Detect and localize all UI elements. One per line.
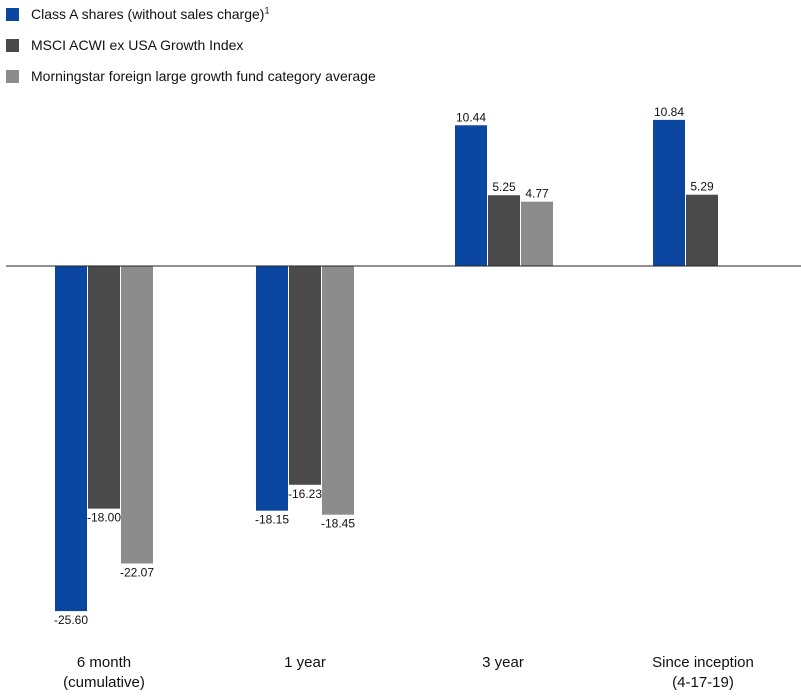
bar-value-label: -22.07	[120, 566, 154, 580]
bar-value-label: -18.00	[87, 511, 121, 525]
bar-value-label: -18.15	[255, 513, 289, 527]
category-label: 6 month	[77, 654, 131, 671]
bar	[55, 266, 87, 612]
bar	[289, 266, 321, 485]
bar	[88, 266, 120, 509]
legend-item-msci-index: MSCI ACWI ex USA Growth Index	[6, 37, 376, 54]
bar	[653, 119, 685, 266]
bar-value-label: -18.45	[321, 517, 355, 531]
footnote-marker: 1	[264, 5, 270, 16]
category-label: 3 year	[482, 654, 524, 671]
legend: Class A shares (without sales charge)1 M…	[6, 6, 376, 99]
bar	[521, 201, 553, 266]
category-label: Since inception	[652, 654, 754, 671]
legend-item-class-a: Class A shares (without sales charge)1	[6, 6, 376, 23]
bar	[455, 125, 487, 266]
bar-value-label: -16.23	[288, 487, 322, 501]
category-label: (4-17-19)	[672, 674, 734, 691]
legend-swatch-class-a	[6, 8, 19, 21]
legend-label-morningstar-average: Morningstar foreign large growth fund ca…	[31, 68, 376, 84]
bar-value-label: 4.77	[525, 187, 549, 201]
bar-value-label: 5.25	[492, 180, 516, 194]
bar-value-label: 5.29	[690, 180, 714, 194]
bar-value-label: 10.84	[654, 105, 684, 119]
bar	[488, 195, 520, 266]
bar	[121, 266, 153, 564]
legend-item-morningstar-average: Morningstar foreign large growth fund ca…	[6, 68, 376, 85]
legend-label-class-a: Class A shares (without sales charge)1	[31, 5, 270, 22]
category-label: (cumulative)	[63, 674, 145, 691]
category-label: 1 year	[284, 654, 326, 671]
bar-value-label: -25.60	[54, 613, 88, 627]
bar-value-label: 10.44	[456, 110, 486, 124]
legend-swatch-msci-index	[6, 39, 19, 52]
legend-label-msci-index: MSCI ACWI ex USA Growth Index	[31, 37, 244, 53]
legend-swatch-morningstar-average	[6, 70, 19, 83]
bar	[256, 266, 288, 511]
bar	[686, 194, 718, 266]
bar	[322, 266, 354, 515]
